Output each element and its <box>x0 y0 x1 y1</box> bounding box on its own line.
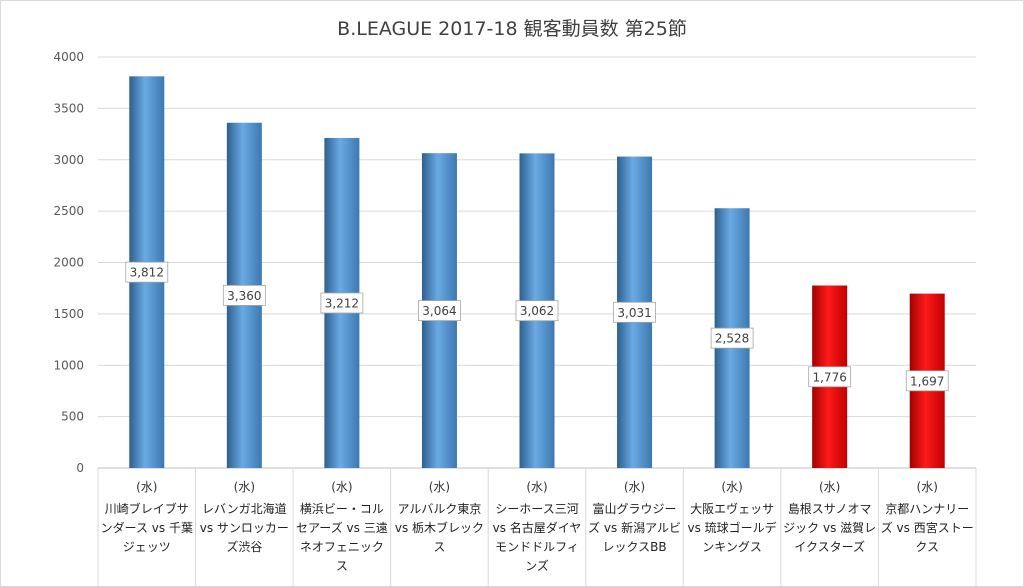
data-label-box <box>905 370 949 392</box>
data-label-box <box>418 300 461 321</box>
category-day-label: (水) <box>818 480 841 494</box>
category-day-label: (水) <box>233 480 256 494</box>
data-label-box <box>808 366 852 388</box>
data-label: 2,528 <box>715 332 749 346</box>
data-label: 3,064 <box>422 304 456 318</box>
y-tick-label: 1000 <box>53 358 84 372</box>
data-label: 3,212 <box>325 296 359 310</box>
data-label: 3,812 <box>130 266 164 280</box>
category-label: アルバルク東京 vs 栃木ブレックス <box>394 502 485 554</box>
data-label: 1,697 <box>910 374 944 388</box>
data-label: 1,776 <box>812 370 846 384</box>
data-label-box <box>320 292 364 314</box>
category-day-label: (水) <box>526 480 548 494</box>
y-tick-label: 500 <box>61 410 84 424</box>
category-day-label: (水) <box>331 480 353 494</box>
category-day-label: (水) <box>916 480 938 494</box>
chart-title: B.LEAGUE 2017-18 観客動員数 第25節 <box>337 18 687 40</box>
data-label: 3,360 <box>227 289 261 303</box>
data-label-box <box>613 301 656 323</box>
category-label: 大阪エヴェッサ vs 琉球ゴールデンキングス <box>687 502 777 554</box>
y-tick-label: 3500 <box>53 101 84 115</box>
y-tick-label: 0 <box>76 461 84 475</box>
category-day-label: (水) <box>623 480 646 494</box>
category-label: シーホース三河 vs 名古屋ダイヤモンドドルフィンズ <box>492 502 582 573</box>
data-label-box <box>515 300 559 322</box>
category-label: 京都ハンナリーズ vs 西宮ストークス <box>880 502 974 554</box>
data-label: 3,062 <box>520 304 554 318</box>
y-tick-label: 2500 <box>53 204 84 218</box>
category-label: 富山グラウジーズ vs 新潟アルビレックスBB <box>588 502 681 554</box>
y-tick-label: 3000 <box>53 153 84 167</box>
category-label: 横浜ビー・コルセアーズ vs 三遠ネオフェニックス <box>296 502 388 573</box>
category-day-label: (水) <box>428 480 451 494</box>
category-day-label: (水) <box>136 480 158 494</box>
category-day-label: (水) <box>721 480 743 494</box>
category-label: 島根スサノオマジック vs 滋賀レイクスターズ <box>783 502 877 554</box>
data-label-box <box>222 284 266 306</box>
y-tick-label: 1500 <box>53 307 84 321</box>
category-label: レバンガ北海道 vs サンロッカーズ渋谷 <box>199 502 289 554</box>
data-label: 3,031 <box>617 306 651 320</box>
y-tick-label: 4000 <box>53 50 84 64</box>
data-label-box <box>710 327 754 349</box>
data-label-box <box>125 261 169 283</box>
category-label: 川崎ブレイブサンダース vs 千葉ジェッツ <box>100 502 193 554</box>
y-tick-label: 2000 <box>53 256 84 270</box>
